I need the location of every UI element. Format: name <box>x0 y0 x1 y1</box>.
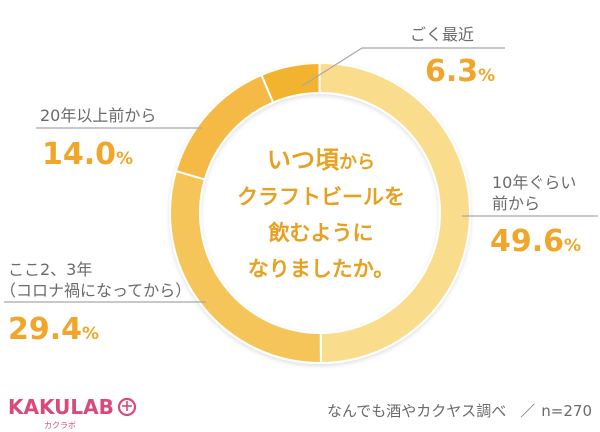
data-value-20years: 14.0 <box>42 137 116 172</box>
center-question-emphasis: いつ頃 <box>267 146 340 174</box>
segment-label-group-20years: 20年以上前から 14.0% <box>36 106 202 172</box>
data-suffix-20years: % <box>116 149 133 169</box>
category-label-recent: ごく最近 <box>410 25 474 44</box>
data-suffix-recent-years: % <box>82 324 99 344</box>
kakulabo-logo: KAKULAB カクラボ <box>8 395 137 430</box>
data-value-10years: 49.6 <box>490 224 564 259</box>
logo-wordmark: KAKULAB <box>8 395 114 419</box>
data-label-recent-years: 29.4% <box>8 312 99 347</box>
category-label-10years-line-1: 10年ぐらい <box>492 173 576 192</box>
data-label-10years: 49.6% <box>490 224 581 259</box>
segment-label-group-recent: ごく最近 6.3% <box>301 25 505 89</box>
category-label-20years: 20年以上前から <box>40 106 156 125</box>
source-separator: ／ <box>520 402 535 420</box>
donut-slice-10years <box>318 62 471 365</box>
source-text: なんでも酒やカクヤス調べ <box>327 402 506 420</box>
data-label-recent: 6.3% <box>425 54 495 89</box>
source-note: なんでも酒やカクヤス調べ ／ n=270 <box>327 402 592 420</box>
sample-size: n=270 <box>541 402 592 420</box>
center-question-line-4: なりましたか。 <box>248 257 395 281</box>
donut-chart <box>169 61 471 365</box>
center-question-suffix: から <box>339 152 375 173</box>
segment-label-group-10years: 10年ぐらい 前から 49.6% <box>462 173 598 259</box>
data-label-20years: 14.0% <box>42 137 133 172</box>
center-question-line-2: クラフトビールを <box>237 185 405 209</box>
center-question-line-3: 飲むように <box>268 221 374 245</box>
segment-label-group-recent-years: ここ2、3年 （コロナ禍になってから） 29.4% <box>0 260 206 347</box>
center-question-line-1: いつ頃から <box>267 146 375 174</box>
logo-circle-icon <box>117 397 137 417</box>
data-suffix-recent: % <box>478 66 495 86</box>
data-value-recent-years: 29.4 <box>8 312 82 347</box>
data-suffix-10years: % <box>564 236 581 256</box>
logo-subtext: カクラボ <box>44 421 76 430</box>
data-value-recent: 6.3 <box>425 54 478 89</box>
category-label-recent-years-line-2: （コロナ禍になってから） <box>0 281 191 300</box>
donut-slice-20years <box>174 73 275 181</box>
leader-line-recent <box>301 47 505 87</box>
center-question: いつ頃から クラフトビールを 飲むように なりましたか。 <box>237 146 405 281</box>
category-label-10years-line-2: 前から <box>492 194 540 213</box>
category-label-recent-years-line-1: ここ2、3年 <box>8 260 92 279</box>
